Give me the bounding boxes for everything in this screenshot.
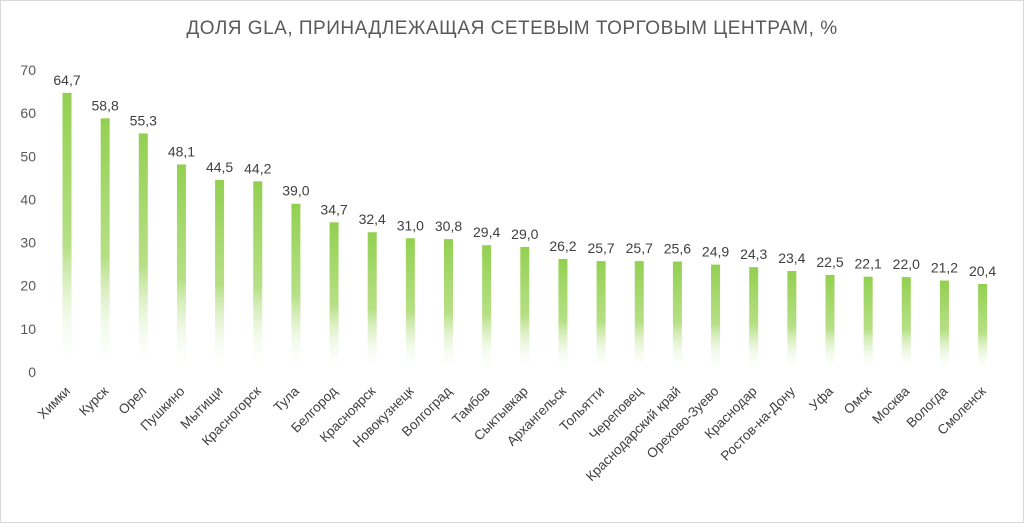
bar xyxy=(558,258,568,372)
data-label: 44,2 xyxy=(244,160,271,176)
data-label: 64,7 xyxy=(53,72,80,88)
y-tick-label: 60 xyxy=(20,105,36,121)
data-label: 55,3 xyxy=(130,112,157,128)
data-label: 22,1 xyxy=(855,256,882,272)
bar xyxy=(863,276,873,372)
bar xyxy=(62,92,72,372)
bar xyxy=(138,133,148,372)
y-tick-label: 20 xyxy=(20,278,36,294)
data-label: 29,0 xyxy=(511,226,538,242)
data-label: 29,4 xyxy=(473,224,500,240)
bar xyxy=(787,271,797,372)
data-labels: 64,7 58,8 55,3 48,1 44,5 44,2 39,0 34,7 32,4 31,0… xyxy=(53,72,996,279)
bar xyxy=(291,203,301,372)
data-label: 24,9 xyxy=(702,244,729,260)
data-label: 22,0 xyxy=(893,256,920,272)
category-label: Курск xyxy=(76,383,111,418)
y-tick-label: 70 xyxy=(20,62,36,78)
bar xyxy=(672,261,682,372)
bar xyxy=(711,264,721,372)
data-label: 23,4 xyxy=(778,250,805,266)
data-label: 30,8 xyxy=(435,218,462,234)
bar xyxy=(444,239,453,372)
y-tick-label: 40 xyxy=(20,191,36,207)
y-tick-label: 50 xyxy=(20,148,36,164)
data-label: 31,0 xyxy=(397,217,424,233)
bar xyxy=(176,164,186,372)
y-tick-label: 30 xyxy=(20,235,36,251)
category-label: Орел xyxy=(116,384,150,418)
bar xyxy=(901,277,911,372)
data-label: 32,4 xyxy=(359,211,386,227)
bar xyxy=(215,180,225,372)
bar xyxy=(405,238,415,372)
data-label: 25,7 xyxy=(626,240,653,256)
bar xyxy=(520,246,530,372)
bar xyxy=(100,118,110,372)
data-label: 26,2 xyxy=(549,238,576,254)
y-tick-label: 10 xyxy=(20,321,36,337)
data-label: 48,1 xyxy=(168,143,195,159)
data-label: 39,0 xyxy=(282,183,309,199)
data-label: 25,7 xyxy=(587,240,614,256)
chart-title: ДОЛЯ GLA, ПРИНАДЛЕЖАЩАЯ СЕТЕВЫМ ТОРГОВЫМ… xyxy=(186,18,838,39)
y-tick-label: 0 xyxy=(28,364,36,380)
data-label: 25,6 xyxy=(664,241,691,257)
bar xyxy=(634,261,644,372)
data-label: 44,5 xyxy=(206,159,233,175)
bar xyxy=(367,232,377,372)
bars xyxy=(62,92,988,372)
category-label: Омск xyxy=(841,383,875,417)
data-label: 34,7 xyxy=(320,201,347,217)
bar xyxy=(825,274,835,372)
data-label: 22,5 xyxy=(816,254,843,270)
bar xyxy=(482,245,492,372)
bar xyxy=(749,267,759,372)
data-label: 21,2 xyxy=(931,260,958,276)
bar xyxy=(329,222,339,372)
data-label: 58,8 xyxy=(92,97,119,113)
category-label: Уфа xyxy=(806,383,836,413)
y-axis: 0 10 20 30 40 50 60 70 xyxy=(20,62,36,380)
bar xyxy=(978,283,988,372)
bar xyxy=(596,261,606,372)
category-label: Химки xyxy=(35,384,73,422)
bar xyxy=(253,181,263,372)
data-label: 20,4 xyxy=(969,263,996,279)
category-label: Тула xyxy=(271,383,303,415)
bar xyxy=(939,280,949,372)
data-label: 24,3 xyxy=(740,246,767,262)
